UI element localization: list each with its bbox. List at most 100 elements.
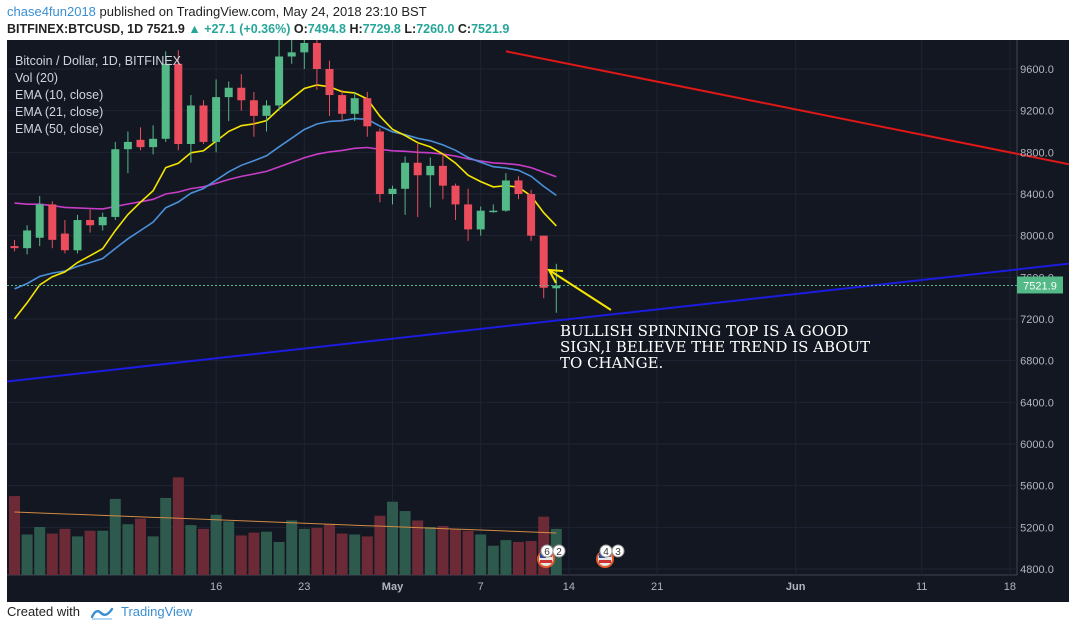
time-tick-label: 11 (916, 581, 927, 593)
candle-body (60, 233, 69, 251)
price-change: +27.1 (+0.36%) (204, 22, 291, 36)
last-price: 7521.9 (146, 22, 185, 36)
symbol-label: BITFINEX:BTCUSD, 1D (7, 22, 144, 36)
price-tick-label: 4800.0 (1020, 564, 1054, 576)
candle-body (350, 98, 359, 114)
volume-bar (34, 527, 46, 575)
volume-bar (122, 524, 134, 575)
annotation-box: BULLISH SPINNING TOP IS A GOOD SIGN,I BE… (560, 323, 870, 371)
price-tick-label: 6800.0 (1020, 356, 1054, 368)
open-value: 7494.8 (307, 22, 346, 36)
last-price-tag: 7521.9 (1017, 276, 1063, 294)
candle-body (149, 138, 158, 148)
candle-body (312, 42, 321, 69)
legend-ema50: EMA (50, close) (15, 122, 103, 136)
candle-body (111, 149, 120, 217)
low-label: L: (404, 22, 417, 36)
volume-bar (513, 542, 524, 575)
volume-bar (412, 520, 424, 575)
legend-ema10: EMA (10, close) (15, 88, 103, 102)
time-tick-label: 14 (563, 581, 575, 593)
candle-body (514, 180, 523, 194)
candle-body (10, 246, 19, 249)
price-tick-label: 7200.0 (1020, 314, 1054, 326)
time-tick-label: 16 (210, 581, 222, 593)
volume-bar (210, 514, 222, 575)
price-tick-label: 5600.0 (1020, 481, 1054, 493)
tradingview-link[interactable]: TradingView (121, 604, 193, 619)
candle-body (23, 230, 32, 249)
volume-ma-line (14, 511, 557, 534)
volume-bar (500, 540, 512, 575)
event-count: 2 (556, 547, 562, 558)
candle-body (451, 185, 460, 205)
volume-bar (450, 528, 461, 575)
candle-body (300, 42, 309, 53)
candle-body (426, 165, 435, 176)
time-tick-label: Jun (786, 581, 806, 593)
candle-body (224, 87, 233, 98)
candle-body (174, 63, 183, 144)
volume-bar (475, 534, 487, 575)
ohlc-line: BITFINEX:BTCUSD, 1D 7521.9 ▲ +27.1 (+0.3… (7, 22, 509, 36)
event-badge (611, 544, 625, 558)
volume-bar (160, 497, 172, 575)
support-trendline (6, 262, 1069, 383)
last-price-tag-text: 7521.9 (1023, 280, 1057, 292)
event-count: 6 (544, 547, 550, 558)
time-tick-label: 7 (478, 581, 484, 593)
high-label: H: (349, 22, 363, 36)
candle-body (527, 194, 536, 236)
candle-body (136, 139, 145, 148)
price-tick-label: 9600.0 (1020, 64, 1054, 76)
publish-line: chase4fun2018 published on TradingView.c… (7, 4, 427, 19)
tradingview-logo-icon (90, 607, 113, 620)
candle-body (363, 98, 372, 127)
ema50-line (14, 146, 557, 210)
candle-body (476, 210, 485, 230)
volume-bar (424, 527, 436, 575)
open-label: O: (293, 22, 308, 36)
price-tick-label: 6400.0 (1020, 397, 1054, 409)
close-value: 7521.9 (471, 22, 510, 36)
volume-bar (336, 533, 348, 575)
legend-title: Bitcoin / Dollar, 1D, BITFINEX (15, 54, 182, 68)
footer: Created with TradingView (7, 604, 193, 620)
candle-body (438, 165, 447, 186)
volume-bar (286, 520, 298, 575)
candle-body (388, 188, 397, 194)
time-tick-label: 21 (651, 581, 663, 593)
volume-bar (349, 534, 361, 575)
candle-body (489, 210, 498, 213)
candle-body (262, 105, 271, 116)
volume-bar (97, 530, 109, 575)
time-tick-label: 18 (1004, 581, 1016, 593)
time-axis[interactable] (7, 575, 1017, 602)
volume-bar (361, 536, 373, 575)
candle-body (338, 95, 347, 114)
close-label: C: (457, 22, 472, 36)
volume-bar (437, 526, 449, 575)
volume-bar (135, 518, 146, 575)
volume-bar (399, 511, 411, 575)
candle-body (86, 220, 95, 226)
author-link[interactable]: chase4fun2018 (7, 4, 96, 19)
volume-bar (248, 532, 260, 575)
candle-body (123, 141, 132, 150)
volume-bar (109, 498, 121, 575)
volume-bar (46, 533, 58, 575)
price-chart[interactable]: 4400.04800.05200.05600.06000.06400.06800… (0, 40, 1069, 602)
ema21-line (14, 117, 557, 290)
candle-body (48, 204, 57, 240)
chart-legend: Bitcoin / Dollar, 1D, BITFINEX Vol (20) … (15, 54, 182, 136)
low-value: 7260.0 (416, 22, 455, 36)
volume-bar (525, 541, 537, 575)
price-tick-label: 8400.0 (1020, 189, 1054, 201)
candle-body (237, 87, 246, 101)
price-axis[interactable] (1017, 40, 1069, 602)
candle-body (212, 97, 221, 142)
volume-bar (374, 515, 386, 575)
event-count: 4 (603, 547, 609, 558)
